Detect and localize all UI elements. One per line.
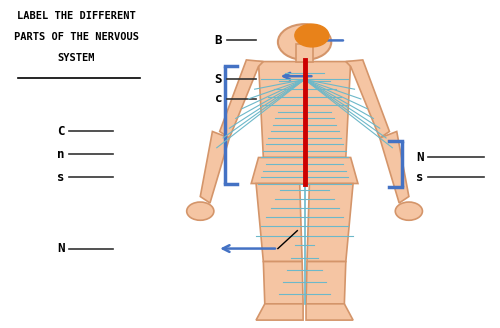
Polygon shape [380, 132, 409, 203]
Text: SYSTEM: SYSTEM [58, 53, 96, 63]
Text: PARTS OF THE NERVOUS: PARTS OF THE NERVOUS [14, 32, 139, 42]
Text: s: s [416, 171, 424, 183]
Circle shape [278, 24, 332, 60]
Text: LABEL THE DIFFERENT: LABEL THE DIFFERENT [17, 11, 136, 21]
Text: N: N [57, 242, 64, 255]
Text: c: c [214, 92, 222, 106]
Text: S: S [214, 73, 222, 86]
Polygon shape [258, 62, 350, 157]
Text: n: n [57, 148, 64, 161]
Polygon shape [256, 304, 303, 320]
Polygon shape [200, 132, 230, 203]
Circle shape [295, 24, 329, 47]
Text: s: s [57, 171, 64, 183]
Polygon shape [264, 261, 303, 304]
Text: C: C [57, 125, 64, 138]
Polygon shape [306, 261, 346, 304]
Circle shape [396, 202, 422, 220]
Circle shape [186, 202, 214, 220]
Polygon shape [251, 157, 358, 183]
Polygon shape [307, 183, 353, 261]
Polygon shape [306, 304, 353, 320]
Polygon shape [220, 60, 264, 138]
Text: B: B [214, 34, 222, 47]
Text: N: N [416, 151, 424, 164]
Polygon shape [346, 60, 390, 138]
Polygon shape [256, 183, 302, 261]
Bar [296, 44, 314, 62]
